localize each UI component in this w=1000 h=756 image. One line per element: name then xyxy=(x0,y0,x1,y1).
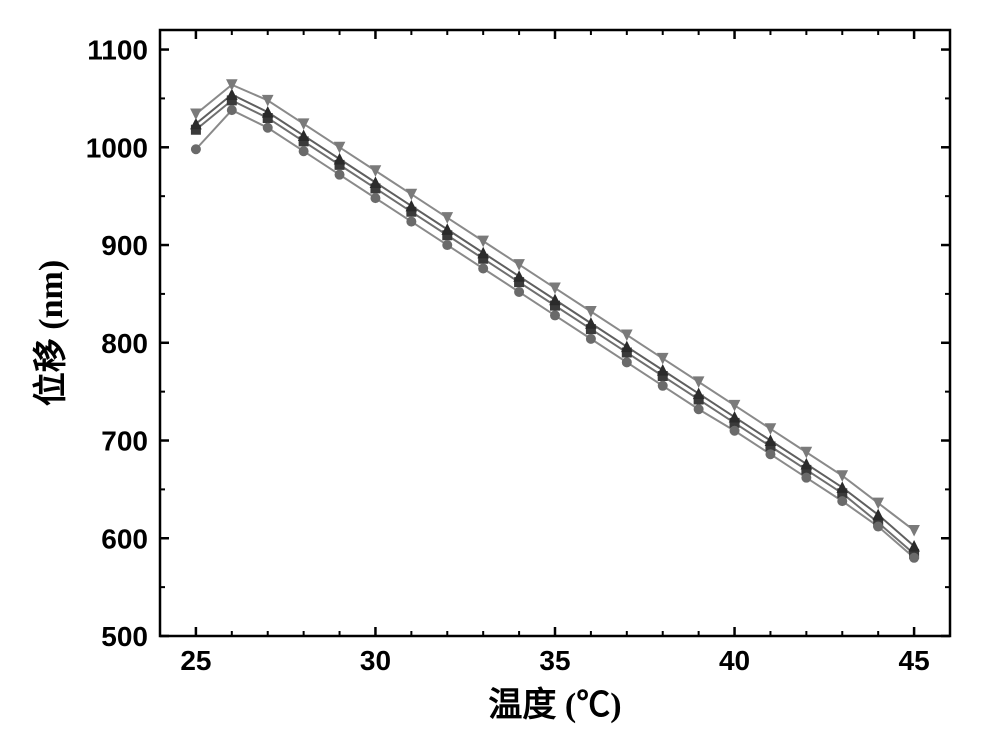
series-d-triangle-down-marker xyxy=(586,306,596,316)
series-d-triangle-down-marker xyxy=(478,236,488,246)
series-c-triangle-up-marker xyxy=(622,342,632,352)
series-d-triangle-down-marker xyxy=(801,447,811,457)
series-b-circle-line xyxy=(196,110,914,558)
series-d-triangle-down-marker xyxy=(694,377,704,387)
series-a-square-line xyxy=(196,100,914,554)
series-d-triangle-down-marker xyxy=(550,283,560,293)
series-c-triangle-up-marker xyxy=(514,271,524,281)
x-tick-label: 25 xyxy=(180,645,211,676)
series-c-triangle-up-marker xyxy=(227,90,237,100)
y-tick-label: 1100 xyxy=(87,35,148,66)
plot-border xyxy=(160,30,950,636)
series-d-triangle-down-marker xyxy=(370,166,380,176)
chart-svg: 25 30 35 40 45 500 600 700 800 900 1000 1100 温度 (℃) 位… xyxy=(20,10,980,746)
series-c-triangle-up-marker xyxy=(765,436,775,446)
series-b-circle-marker xyxy=(838,497,847,506)
series-b-circle-marker xyxy=(299,147,308,156)
x-tick-label: 30 xyxy=(360,645,391,676)
series-b-circle-marker xyxy=(551,311,560,320)
series-c-triangle-up-marker xyxy=(658,365,668,375)
series-c-triangle-up-marker xyxy=(335,154,345,164)
series-b-circle-marker xyxy=(910,553,919,562)
series-b-circle-marker xyxy=(586,334,595,343)
series-d-triangle-down-marker xyxy=(191,109,201,119)
series-c-triangle-up-marker xyxy=(478,248,488,258)
series-b-circle-marker xyxy=(658,381,667,390)
series-b-circle-marker xyxy=(622,358,631,367)
y-tick-label: 1000 xyxy=(86,132,148,163)
series-c-triangle-up-marker xyxy=(442,224,452,234)
series-d-triangle-down-marker xyxy=(335,142,345,152)
series-b-circle-marker xyxy=(335,170,344,179)
series-c-triangle-up-marker xyxy=(550,295,560,305)
series-d-triangle-down-marker xyxy=(406,189,416,199)
series-c-triangle-up-marker xyxy=(586,318,596,328)
series-b-circle-marker xyxy=(191,145,200,154)
series-c-triangle-up-marker xyxy=(406,201,416,211)
series-b-circle-marker xyxy=(371,194,380,203)
series-d-triangle-down-marker xyxy=(442,213,452,223)
series-d-triangle-down-marker xyxy=(299,119,309,129)
series-b-circle-marker xyxy=(802,473,811,482)
x-axis-title: 温度 (℃) xyxy=(488,686,621,724)
x-tick-label: 45 xyxy=(899,645,930,676)
series-d-triangle-down-marker xyxy=(765,424,775,434)
series-b-circle-marker xyxy=(730,426,739,435)
y-tick-label: 600 xyxy=(101,523,148,554)
series-c-triangle-up-marker xyxy=(694,389,704,399)
series-b-circle-marker xyxy=(227,106,236,115)
series-b-circle-marker xyxy=(515,287,524,296)
series-d-triangle-down-marker xyxy=(263,95,273,105)
series-b-circle-marker xyxy=(263,123,272,132)
series-c-triangle-up-marker xyxy=(801,459,811,469)
series-b-circle-marker xyxy=(407,217,416,226)
series-d-triangle-down-marker xyxy=(622,330,632,340)
series-d-triangle-down-marker xyxy=(730,400,740,410)
series-c-triangle-up-marker xyxy=(837,482,847,492)
series-d-triangle-down-marker xyxy=(909,525,919,535)
series-c-triangle-up-marker xyxy=(263,107,273,117)
y-tick-label: 900 xyxy=(101,230,148,261)
series-b-circle-marker xyxy=(874,522,883,531)
x-tick-label: 40 xyxy=(719,645,750,676)
y-tick-label: 700 xyxy=(101,426,148,457)
series-b-circle-marker xyxy=(766,450,775,459)
y-axis-title: 位移 (nm) xyxy=(32,260,70,406)
series-b-circle-marker xyxy=(443,241,452,250)
series-d-triangle-down-marker xyxy=(514,260,524,270)
chart-container: 25 30 35 40 45 500 600 700 800 900 1000 1100 温度 (℃) 位… xyxy=(20,10,980,746)
y-tick-label: 500 xyxy=(101,621,148,652)
series-c-triangle-up-marker xyxy=(370,177,380,187)
y-tick-label: 800 xyxy=(101,328,148,359)
x-tick-label: 35 xyxy=(539,645,570,676)
series-c-triangle-up-marker xyxy=(299,131,309,141)
series-b-circle-marker xyxy=(694,405,703,414)
series-b-circle-marker xyxy=(479,264,488,273)
series-c-triangle-up-marker xyxy=(730,412,740,422)
series-d-triangle-down-marker xyxy=(658,353,668,363)
